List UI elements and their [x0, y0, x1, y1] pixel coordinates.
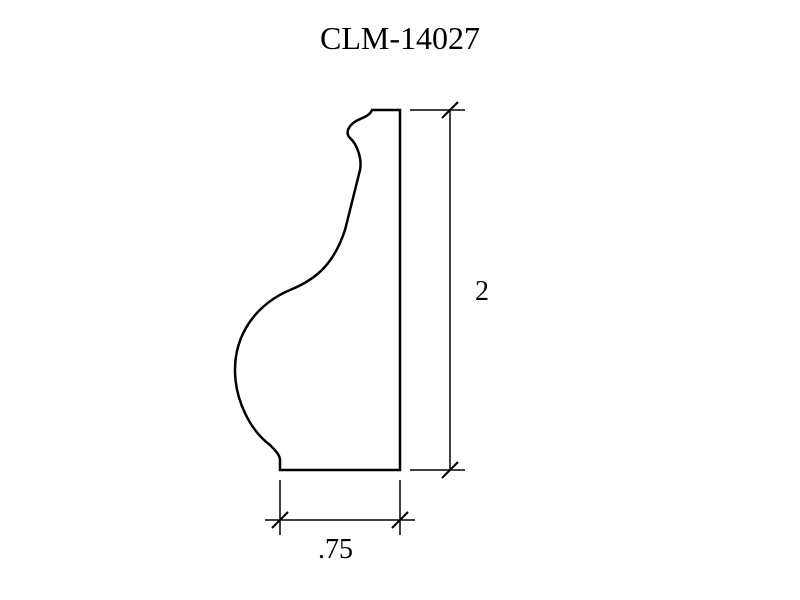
height-dim-label: 2 — [475, 276, 489, 307]
width-dim-label: .75 — [318, 534, 353, 565]
molding-profile-path — [235, 110, 400, 470]
diagram-container: 2 .75 — [200, 90, 600, 580]
part-number-title: CLM-14027 — [320, 20, 480, 57]
profile-svg: 2 .75 — [200, 90, 600, 580]
